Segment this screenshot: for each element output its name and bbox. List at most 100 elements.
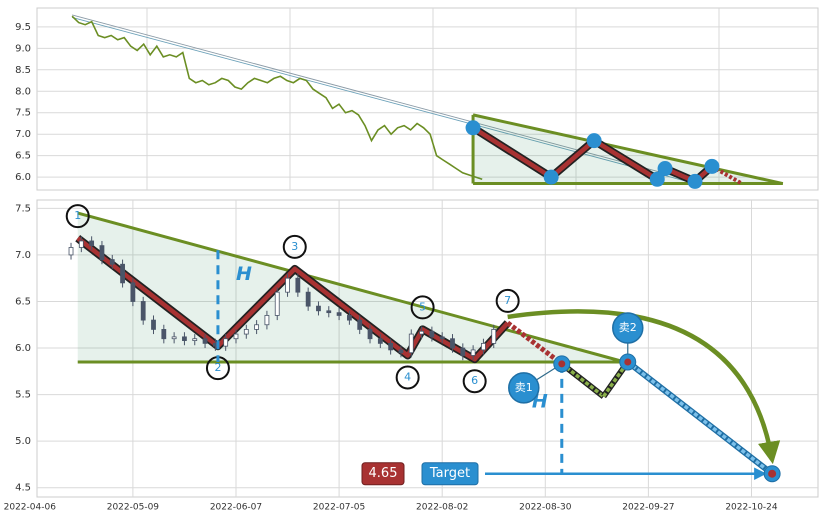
sell-label: 卖1 [515, 381, 533, 394]
candle-body [233, 333, 239, 340]
x-tick-label: 2022-09-27 [622, 503, 674, 513]
pivot-marker [282, 234, 307, 259]
candle-body [491, 329, 497, 344]
candle-body [470, 349, 476, 356]
sell-bubble [612, 312, 644, 344]
candle-body [305, 291, 311, 307]
candle-body [336, 312, 342, 316]
candle-body [367, 329, 373, 340]
candle-body [285, 277, 290, 293]
pivot-label: 4 [404, 370, 411, 383]
y-tick-label: 6.0 [15, 172, 31, 183]
top-panel [36, 7, 819, 191]
pivot-label: 3 [291, 240, 298, 253]
pivot-marker [495, 288, 520, 313]
candle-body [450, 338, 455, 349]
candle-body [460, 347, 466, 356]
candle-body [202, 338, 208, 344]
pivot-dot [704, 158, 720, 174]
y-tick-label: 6.5 [15, 151, 31, 162]
candle-body [78, 240, 84, 248]
candle-body [109, 259, 115, 265]
candle-body [68, 247, 74, 256]
y-tick-label: 9.0 [15, 43, 31, 54]
candle-body [398, 349, 404, 354]
price-line [71, 15, 483, 181]
height-label: H [236, 263, 252, 285]
y-tick-label: 8.5 [15, 65, 31, 76]
projection [626, 360, 774, 476]
target-label: Target [429, 466, 470, 481]
y-tick-label: 7.0 [15, 129, 31, 140]
candle-body [171, 336, 177, 340]
y-tick-label: 7.0 [15, 250, 31, 261]
target-box [421, 462, 479, 486]
projection [602, 360, 630, 398]
pivot-dot [543, 169, 559, 185]
candle-body [140, 301, 146, 321]
candle-body [346, 315, 352, 321]
x-tick-label: 2022-05-09 [107, 503, 160, 513]
target-value: 4.65 [369, 466, 398, 481]
pivot-marker [410, 295, 435, 320]
triangle-top [472, 113, 784, 186]
target-arc [507, 309, 781, 465]
candle-body [295, 277, 301, 293]
candle-body [439, 336, 445, 340]
candle-body [377, 338, 383, 344]
x-tick-label: 2022-06-07 [210, 503, 262, 513]
trendline [71, 14, 696, 182]
pivot-label: 7 [504, 294, 511, 307]
pivot-marker [395, 365, 420, 390]
x-tick-label: 2022-07-05 [313, 503, 365, 513]
y-tick-label: 5.0 [15, 436, 31, 447]
x-tick-label: 2022-04-06 [4, 503, 57, 513]
candle-body [192, 338, 198, 341]
y-tick-label: 7.5 [15, 108, 31, 119]
pivot-label: 1 [74, 209, 81, 222]
candle-body [316, 305, 321, 312]
candle-body [89, 240, 95, 247]
candle-body [429, 330, 435, 338]
target-value-box [361, 462, 405, 486]
x-tick-label: 2022-10-24 [725, 503, 778, 513]
target-point-core [768, 469, 777, 478]
candle-body [408, 333, 414, 354]
candle-body [264, 315, 270, 326]
candle-body [357, 319, 363, 330]
candle-body [182, 336, 187, 341]
candle-body [99, 245, 105, 260]
y-tick-label: 6.0 [15, 343, 31, 354]
candle-body [161, 329, 167, 340]
sell-point-core [558, 360, 566, 368]
pivot-dot [586, 133, 602, 149]
candle-body [130, 282, 136, 302]
pivot-label: 6 [471, 374, 478, 387]
pivot-dot [687, 173, 703, 189]
y-tick-label: 8.0 [15, 86, 31, 97]
sell-label: 卖2 [619, 321, 637, 334]
x-tick-label: 2022-08-02 [416, 503, 468, 513]
y-tick-label: 9.5 [15, 22, 31, 33]
candle-body [243, 329, 249, 335]
candle-body [419, 330, 424, 335]
projection [506, 320, 564, 366]
triangle-top [77, 211, 626, 364]
candle-body [388, 342, 394, 351]
pivot-marker [65, 204, 90, 229]
candle-body [481, 342, 486, 351]
projection [560, 362, 605, 398]
y-tick-label: 7.5 [15, 203, 31, 214]
pivot-marker [462, 369, 487, 394]
y-tick-label: 5.5 [15, 390, 31, 401]
pivot-label: 2 [214, 361, 221, 374]
triangle [473, 114, 783, 184]
pivot-dot [649, 171, 665, 187]
trendline [71, 16, 696, 185]
candle-body [326, 310, 332, 314]
sell-bubble [508, 372, 540, 404]
candle-body [274, 291, 280, 316]
y-tick-label: 4.5 [15, 483, 31, 494]
y-tick-label: 6.5 [15, 296, 31, 307]
